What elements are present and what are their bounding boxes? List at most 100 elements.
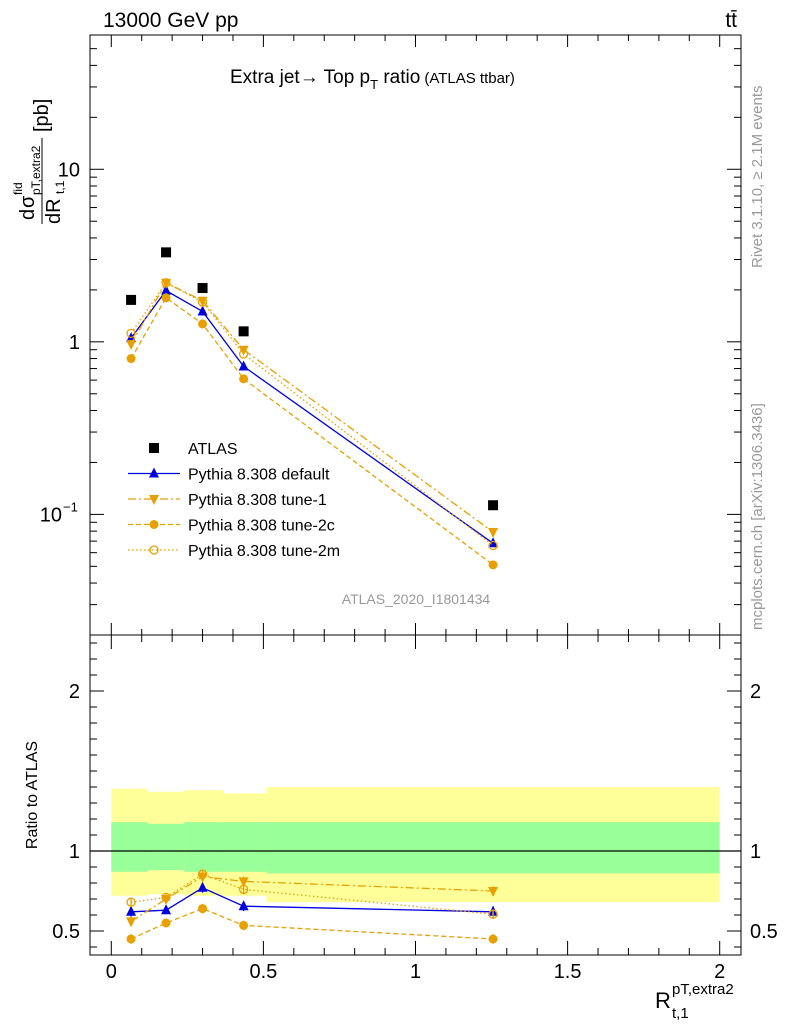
main-point-0-4 <box>488 500 499 511</box>
main-point-3-1 <box>161 293 171 303</box>
ratio-point-0-2 <box>197 881 208 892</box>
main-point-3-3 <box>239 374 249 384</box>
legend-label-1: Pythia 8.308 default <box>188 467 330 484</box>
main-ytick-label-2: 10 <box>58 159 80 181</box>
ratio-point-2-2 <box>198 904 208 914</box>
band-inner-4 <box>266 822 720 874</box>
main-point-0-1 <box>161 247 172 258</box>
ratio-point-3-3 <box>238 884 249 895</box>
ylabel-d-top: d <box>17 209 39 220</box>
header-right: tt̄ <box>725 9 737 32</box>
ratio-ytick-label-right-0: 0.5 <box>750 921 778 943</box>
title-note: (ATLAS ttbar) <box>424 70 515 87</box>
ratio-point-1-0 <box>126 917 137 928</box>
legend-marker-2 <box>149 495 159 505</box>
legend-marker-1 <box>149 467 159 478</box>
ratio-ytick-label-left-2: 2 <box>69 681 80 703</box>
header-left: 13000 GeV pp <box>103 9 238 32</box>
rivet-label: Rivet 3.1.10, ≥ 2.1M events <box>749 86 766 269</box>
title-main: Extra jet <box>230 67 300 88</box>
main-ytick-label-0: 10 <box>40 504 62 526</box>
ylabel-bottom-sub: t,1 <box>53 180 67 194</box>
main-point-4-1 <box>161 278 171 288</box>
xlabel-main: R <box>655 988 671 1013</box>
ratio-point-3-0 <box>126 897 136 907</box>
title-arrow: → <box>300 67 319 88</box>
ratio-line-2 <box>130 907 494 940</box>
ratio-ytick-label-left-0: 0.5 <box>52 921 80 943</box>
analysis-id: ATLAS_2020_I1801434 <box>342 591 491 607</box>
ratio-point-3-1 <box>161 892 171 903</box>
main-point-1-3 <box>238 360 249 371</box>
ratio-xtick-label-1: 0.5 <box>249 961 277 983</box>
ratio-ytick-label-right-1: 1 <box>750 841 761 863</box>
main-point-0-3 <box>238 326 249 337</box>
ratio-point-1-3 <box>238 877 249 888</box>
ratio-point-0-3 <box>238 900 249 911</box>
legend: ATLAS Pythia 8.308 default Pythia 8.308 tu… <box>128 441 340 560</box>
main-point-1-4 <box>488 537 499 548</box>
band-inner-3 <box>223 822 267 872</box>
main-point-4-3 <box>238 349 249 359</box>
ylabel-sigma: σ <box>17 195 39 208</box>
main-line-4 <box>130 281 494 547</box>
ylabel-sup: fid <box>11 182 25 195</box>
main-ylabel: d σ fid pT,extra2 dR t,1 [pb] <box>11 99 67 224</box>
xlabel-sup: pT,extra2 <box>672 981 734 998</box>
ratio-point-2-0 <box>126 934 136 944</box>
ratio-point-2-3 <box>239 920 249 930</box>
main-plot-marks <box>126 247 499 570</box>
ratio-point-0-0 <box>126 905 137 916</box>
ratio-xlabel: R <box>655 988 671 1013</box>
ratio-ticks: 0.5 0.5 1 1 2 2 0 0.5 1 1.5 2 <box>52 635 778 983</box>
main-point-3-4 <box>488 560 498 570</box>
ratio-ytick-label-right-2: 2 <box>750 681 761 703</box>
legend-label-2: Pythia 8.308 tune-1 <box>188 492 327 509</box>
main-point-0-2 <box>197 283 208 294</box>
xlabel-sub: t,1 <box>672 1005 689 1022</box>
main-point-3-2 <box>198 319 208 329</box>
title-after: Top p <box>319 67 370 88</box>
band-inner-0 <box>111 822 148 872</box>
main-point-2-3 <box>238 345 249 356</box>
main-point-3-0 <box>126 354 136 364</box>
ratio-plot-marks <box>90 787 741 944</box>
main-point-4-4 <box>488 540 498 551</box>
ylabel-unit: [pb] <box>31 99 53 132</box>
ylabel-sub: pT,extra2 <box>29 145 43 195</box>
ratio-point-0-1 <box>161 904 172 915</box>
mcplots-label: mcplots.cern.ch [arXiv:1306.3436] <box>749 403 766 630</box>
band-inner-2 <box>184 822 224 872</box>
ratio-point-2-4 <box>488 934 498 944</box>
main-point-1-2 <box>197 305 208 316</box>
legend-marker-3 <box>149 520 159 529</box>
legend-label-3: Pythia 8.308 tune-2c <box>188 518 335 535</box>
ratio-ytick-label-left-1: 1 <box>69 841 80 863</box>
main-point-4-0 <box>126 328 136 338</box>
main-point-2-0 <box>126 340 137 351</box>
ratio-xtick-label-3: 1.5 <box>554 961 582 983</box>
main-point-4-2 <box>197 297 208 307</box>
main-ytick-label-1: 1 <box>69 332 80 354</box>
ratio-ylabel: Ratio to ATLAS <box>24 741 41 849</box>
ratio-point-3-4 <box>488 909 498 919</box>
main-point-2-4 <box>488 528 499 539</box>
main-line-2 <box>130 281 494 533</box>
legend-marker-0 <box>149 443 159 453</box>
plot-title: Extra jet→ Top pT ratio (ATLAS ttbar) <box>230 67 515 92</box>
ratio-xtick-label-2: 1 <box>410 961 421 983</box>
main-ytick-label-sup-0: −1 <box>63 499 78 514</box>
ratio-point-2-1 <box>161 918 171 928</box>
main-point-1-1 <box>161 284 172 295</box>
ratio-xtick-label-0: 0 <box>106 961 117 983</box>
title-ratio: ratio <box>378 67 420 88</box>
legend-label-0: ATLAS <box>188 441 238 458</box>
ratio-point-3-2 <box>197 869 208 879</box>
ratio-panel: 0.5 0.5 1 1 2 2 0 0.5 1 1.5 2 Ratio to ATLAS R pT,… <box>24 634 778 1022</box>
main-point-0-0 <box>126 294 137 305</box>
title-sub: T <box>370 77 378 92</box>
ylabel-bottom: dR <box>43 198 65 224</box>
